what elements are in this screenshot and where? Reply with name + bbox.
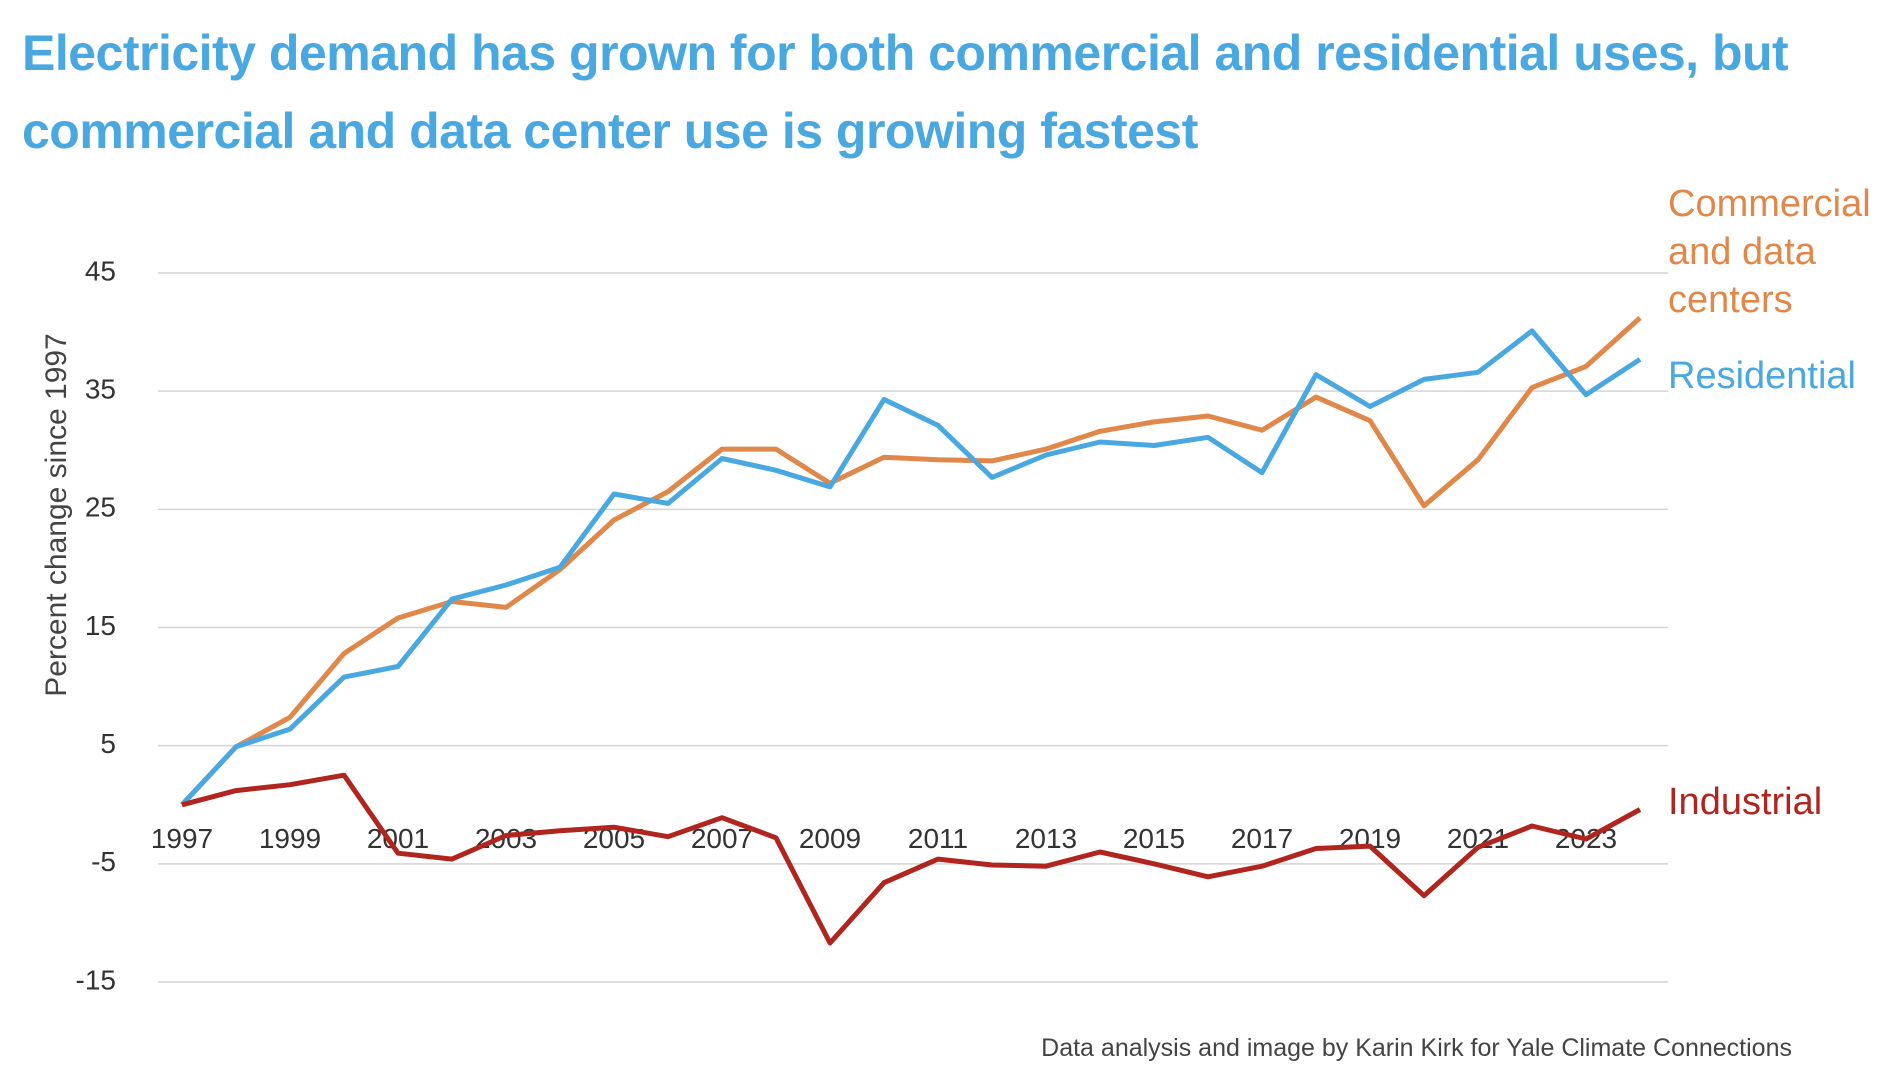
y-tick-label: 25 (85, 492, 116, 523)
x-tick-label: 2007 (691, 823, 753, 854)
x-tick-label: 1997 (151, 823, 213, 854)
x-tick-label: 1999 (259, 823, 321, 854)
series-label: Residential (1668, 355, 1856, 397)
x-tick-label: 2003 (475, 823, 537, 854)
y-tick-label: 35 (85, 374, 116, 405)
series-label: Commercial and data centers (1668, 183, 1871, 321)
y-tick-label: 5 (100, 728, 116, 759)
y-tick-label: 45 (85, 255, 116, 286)
footer: Data analysis and image by Karin Kirk fo… (1041, 1034, 1792, 1062)
chart-title: Electricity demand has grown for both co… (22, 25, 1789, 159)
y-axis-label: Percent change since 1997 (40, 333, 73, 697)
y-tick-label: 15 (85, 610, 116, 641)
x-tick-label: 2013 (1015, 823, 1077, 854)
y-tick-label: -15 (76, 964, 116, 995)
x-tick-label: 2017 (1231, 823, 1293, 854)
x-tick-label: 2011 (908, 823, 968, 854)
series-line (180, 328, 1642, 807)
x-tick-label: 2015 (1123, 823, 1185, 854)
series-label: Industrial (1668, 781, 1823, 823)
series-line (180, 316, 1642, 807)
series-line (181, 772, 1642, 946)
y-tick-label: -5 (91, 846, 116, 877)
x-tick-label: 2009 (799, 823, 861, 854)
